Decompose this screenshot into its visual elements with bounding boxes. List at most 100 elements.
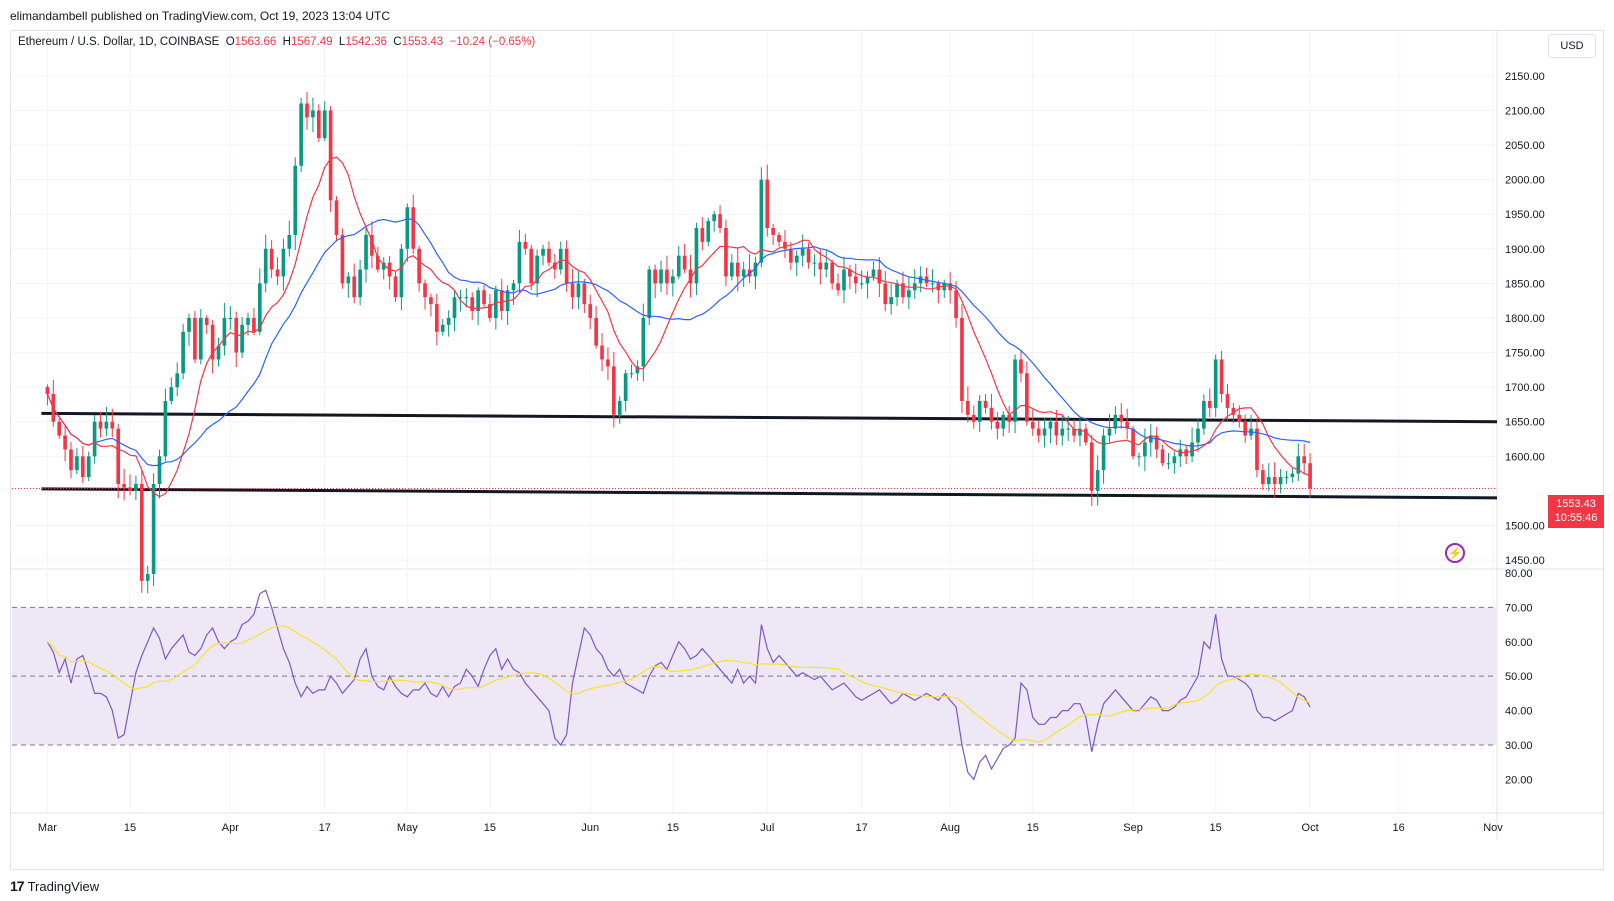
price-axis-tick-label: 1500.00 xyxy=(1505,520,1545,532)
candle-body xyxy=(1219,359,1224,395)
candle-body xyxy=(836,283,840,291)
candle-body xyxy=(163,400,168,457)
candle-body xyxy=(246,317,250,325)
low-label: L xyxy=(338,36,346,48)
candle-body xyxy=(228,317,233,319)
candle-body xyxy=(1072,428,1076,436)
candle-body xyxy=(187,317,191,332)
candle-body xyxy=(594,317,598,346)
candle-body xyxy=(806,248,811,263)
candle-body xyxy=(417,248,421,284)
candle-body xyxy=(771,228,775,235)
time-axis-tick-label: 15 xyxy=(124,822,136,834)
open-label: O xyxy=(225,36,235,48)
candle-body xyxy=(671,276,675,284)
candle-body xyxy=(1101,435,1106,471)
candle-body xyxy=(676,255,681,277)
candle-body xyxy=(682,255,687,270)
rsi-axis-tick-label: 70.00 xyxy=(1505,602,1533,614)
currency-button[interactable]: USD xyxy=(1548,34,1596,58)
lightning-bolt-icon[interactable]: ⚡ xyxy=(1445,543,1465,563)
candle-body xyxy=(617,400,622,415)
candle-body xyxy=(110,421,115,429)
candle-body xyxy=(535,255,539,284)
candle-body xyxy=(706,221,711,242)
candle-body xyxy=(252,317,256,332)
candle-body xyxy=(989,407,994,422)
slow-moving-average-line xyxy=(46,218,1311,467)
candle-body xyxy=(1202,400,1206,429)
candle-body xyxy=(1296,456,1301,474)
candle-body xyxy=(1001,414,1006,429)
candle-body xyxy=(848,269,852,277)
candle-body xyxy=(1207,400,1212,408)
high-label: H xyxy=(282,36,291,48)
candle-body xyxy=(393,276,398,298)
candle-body xyxy=(151,483,156,574)
chart-frame xyxy=(10,30,1604,870)
candle-body xyxy=(98,421,103,429)
brand-footer[interactable]: 17 TradingView xyxy=(10,878,99,894)
candle-body xyxy=(724,228,728,277)
candle-body xyxy=(375,255,380,270)
candle-body xyxy=(541,248,545,256)
time-axis-tick-label: May xyxy=(397,822,418,834)
change-value: −10.24 (−0.65%) xyxy=(449,36,536,48)
candle-body xyxy=(145,573,150,581)
candle-body xyxy=(741,269,746,277)
candle-body xyxy=(198,317,203,360)
candle-body xyxy=(316,110,321,139)
candle-body xyxy=(275,269,280,277)
candle-body xyxy=(647,269,652,318)
candle-body xyxy=(476,290,480,312)
candle-body xyxy=(907,290,911,298)
candle-body xyxy=(494,290,498,318)
candle-body xyxy=(700,228,705,242)
candle-body xyxy=(659,269,663,284)
candle-body xyxy=(600,345,604,360)
candle-body xyxy=(612,366,616,415)
candle-body xyxy=(446,317,451,325)
candle-body xyxy=(1078,428,1082,436)
candle-body xyxy=(1290,473,1295,478)
time-axis-tick-label: Sep xyxy=(1123,822,1143,834)
candle-body xyxy=(1113,414,1118,429)
candle-body xyxy=(712,214,716,222)
candle-body xyxy=(346,276,351,284)
candle-body xyxy=(735,262,740,277)
candle-body xyxy=(883,283,888,305)
candle-body xyxy=(824,262,829,270)
candle-body xyxy=(830,262,834,284)
candle-body xyxy=(257,283,262,332)
high-value: 1567.49 xyxy=(290,36,333,48)
candle-body xyxy=(139,483,144,581)
candle-body xyxy=(983,400,988,408)
candle-body xyxy=(1019,359,1023,374)
candle-body xyxy=(582,283,587,305)
price-axis-tick-label: 1750.00 xyxy=(1505,348,1545,360)
candle-body xyxy=(1237,414,1242,422)
candle-body xyxy=(995,421,1000,429)
candle-body xyxy=(104,421,109,429)
candle-body xyxy=(588,304,593,318)
candle-body xyxy=(818,262,823,270)
candle-body xyxy=(116,428,121,484)
candle-body xyxy=(322,110,327,139)
time-axis-tick-label: Aug xyxy=(940,822,960,834)
candle-body xyxy=(340,234,345,284)
price-axis-tick-label: 2050.00 xyxy=(1505,140,1545,152)
candle-body xyxy=(86,456,91,478)
candle-body xyxy=(966,400,970,415)
symbol-name: Ethereum / U.S. Dollar, 1D, COINBASE xyxy=(18,36,220,48)
candle-body xyxy=(470,297,475,312)
time-axis-tick-label: 17 xyxy=(319,822,331,834)
rsi-axis-tick-label: 40.00 xyxy=(1505,706,1533,718)
candle-body xyxy=(765,179,770,229)
candle-body xyxy=(1266,477,1271,484)
candle-body xyxy=(222,317,227,346)
candle-body xyxy=(558,248,563,270)
price-axis-tick-label: 1850.00 xyxy=(1505,278,1545,290)
candle-body xyxy=(730,262,734,277)
candle-body xyxy=(370,234,374,256)
